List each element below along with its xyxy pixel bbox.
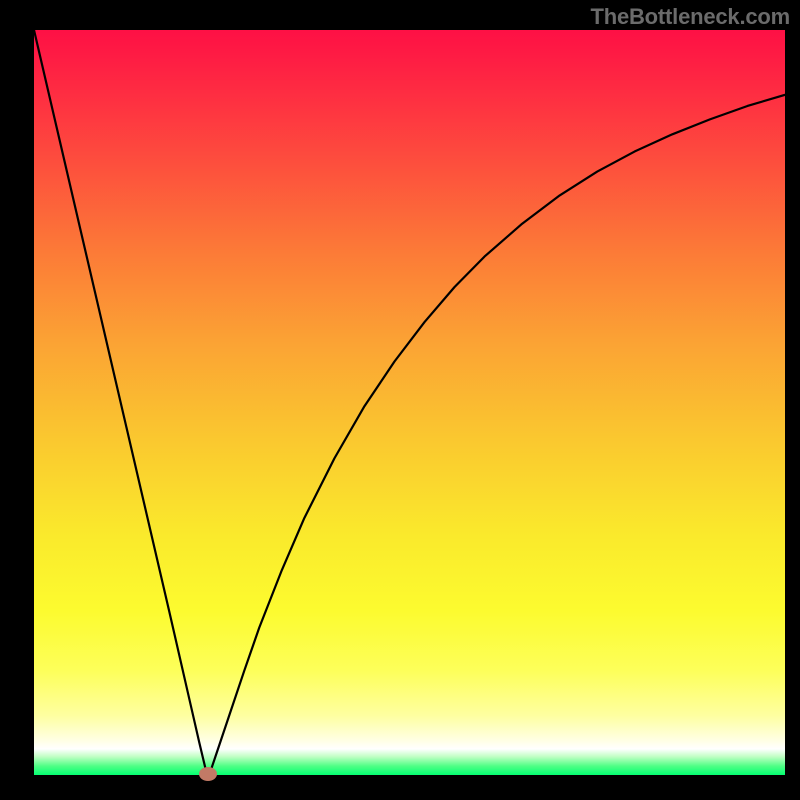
gradient-background: [34, 30, 785, 775]
watermark-text: TheBottleneck.com: [590, 4, 790, 30]
optimum-marker: [199, 767, 217, 781]
plot-area: [34, 30, 785, 775]
plot-svg: [34, 30, 785, 775]
chart-frame: TheBottleneck.com: [0, 0, 800, 800]
